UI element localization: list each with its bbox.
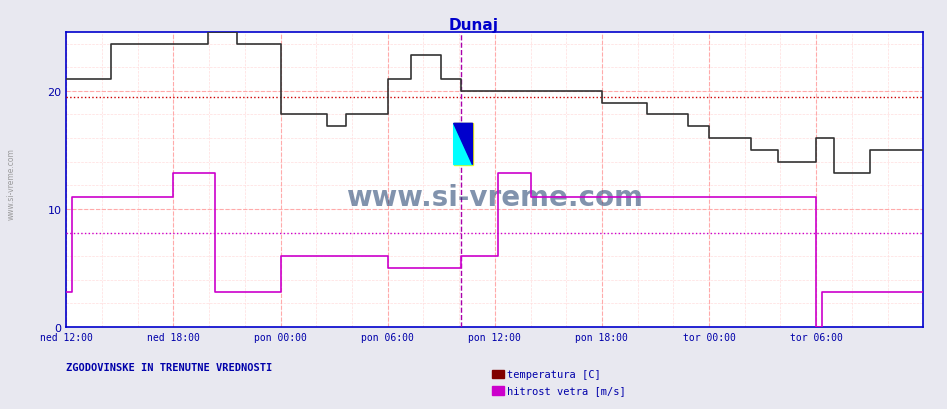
Text: hitrost vetra [m/s]: hitrost vetra [m/s] [507,386,625,396]
Text: www.si-vreme.com: www.si-vreme.com [347,184,643,211]
Text: ZGODOVINSKE IN TRENUTNE VREDNOSTI: ZGODOVINSKE IN TRENUTNE VREDNOSTI [66,362,273,372]
Polygon shape [454,124,473,165]
Text: temperatura [C]: temperatura [C] [507,369,600,379]
Text: Dunaj: Dunaj [449,18,498,34]
Text: www.si-vreme.com: www.si-vreme.com [7,148,16,220]
Bar [454,124,473,165]
Polygon shape [454,124,473,165]
